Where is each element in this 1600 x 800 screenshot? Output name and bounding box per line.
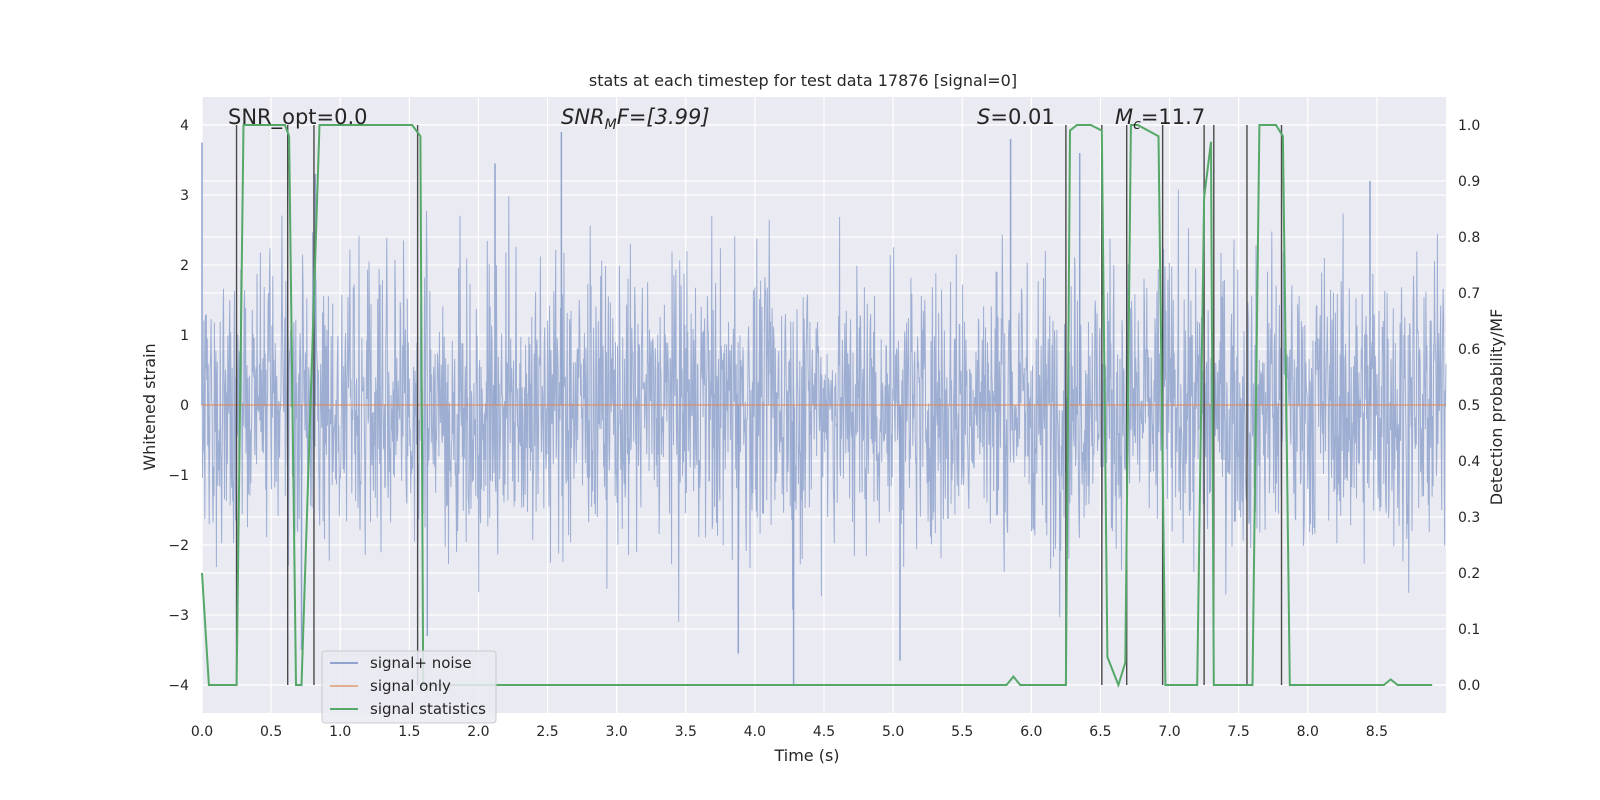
annotation-snr-mf-main: SNR xyxy=(561,105,605,129)
y-tick-label: −4 xyxy=(168,678,189,694)
y-right-tick-label: 0.3 xyxy=(1458,510,1480,526)
y-tick-label: −2 xyxy=(168,538,189,554)
series-signal-statistics xyxy=(201,124,1433,689)
y-right-tick-label: 0.0 xyxy=(1458,678,1480,694)
x-tick-label: 1.0 xyxy=(329,724,351,740)
x-tick-label: 6.0 xyxy=(1020,724,1042,740)
y-axis-label: Whitened strain xyxy=(140,343,159,470)
y-right-axis-ticks: 1.0 0.9 0.8 0.7 0.6 0.5 0.4 0.3 0.2 0.1 0.0 xyxy=(1458,118,1480,694)
y-tick-label: 2 xyxy=(180,258,189,274)
y-right-tick-label: 0.8 xyxy=(1458,230,1480,246)
annotation-snr-opt: SNR_opt=0.0 xyxy=(228,105,368,130)
x-tick-label: 6.5 xyxy=(1089,724,1111,740)
y-right-tick-label: 0.4 xyxy=(1458,454,1480,470)
series-signal-plus-noise xyxy=(201,132,1447,685)
legend: signal+ noise signal only signal statist… xyxy=(321,650,497,724)
x-tick-label: 5.0 xyxy=(882,724,904,740)
legend-label-signal-only: signal only xyxy=(370,677,451,695)
legend-box xyxy=(321,650,497,724)
x-tick-label: 2.0 xyxy=(467,724,489,740)
annotation-mc-sub: c xyxy=(1133,117,1141,133)
annotation-s-rest: =0.01 xyxy=(990,105,1054,129)
x-tick-label: 2.5 xyxy=(536,724,558,740)
y-tick-label: 4 xyxy=(180,118,189,134)
x-tick-label: 4.0 xyxy=(744,724,766,740)
y-right-tick-label: 0.6 xyxy=(1458,342,1480,358)
y-right-tick-label: 1.0 xyxy=(1458,118,1480,134)
y-right-tick-label: 0.9 xyxy=(1458,174,1480,190)
y-tick-label: 0 xyxy=(180,398,189,414)
y-right-axis-label: Detection probability/MF xyxy=(1487,309,1506,506)
y-right-tick-label: 0.1 xyxy=(1458,622,1480,638)
legend-label-signal-plus-noise: signal+ noise xyxy=(370,654,472,672)
y-axis-ticks: 4 3 2 1 0 −1 −2 −3 −4 xyxy=(168,118,189,694)
noise-line xyxy=(201,189,1447,622)
annotation-mc: Mc=11.7 xyxy=(1115,105,1205,133)
y-tick-label: 1 xyxy=(180,328,189,344)
x-tick-label: 7.0 xyxy=(1158,724,1180,740)
legend-label-signal-statistics: signal statistics xyxy=(370,700,486,718)
y-right-tick-label: 0.2 xyxy=(1458,566,1480,582)
annotation-mc-rest: =11.7 xyxy=(1141,105,1205,129)
x-tick-label: 0.0 xyxy=(191,724,213,740)
y-right-tick-label: 0.7 xyxy=(1458,286,1480,302)
annotation-snr-mf-sub: M xyxy=(605,117,617,133)
x-tick-label: 7.5 xyxy=(1228,724,1250,740)
y-tick-label: 3 xyxy=(180,188,189,204)
x-axis-label: Time (s) xyxy=(773,746,839,765)
x-tick-label: 3.0 xyxy=(606,724,628,740)
annotation-s: S=0.01 xyxy=(977,105,1055,129)
x-tick-label: 4.5 xyxy=(813,724,835,740)
x-tick-label: 0.5 xyxy=(260,724,282,740)
annotation-snr-mf-rest: F=[3.99] xyxy=(617,105,710,129)
y-tick-label: −3 xyxy=(168,608,189,624)
signal-statistics-line xyxy=(201,124,1433,689)
x-tick-label: 8.5 xyxy=(1366,724,1388,740)
y-tick-label: −1 xyxy=(168,468,189,484)
x-tick-label: 1.5 xyxy=(398,724,420,740)
x-tick-label: 8.0 xyxy=(1297,724,1319,740)
x-axis-ticks: 0.0 0.5 1.0 1.5 2.0 2.5 3.0 3.5 4.0 4.5 5.0 5.5 6.0 6… xyxy=(191,724,1388,740)
chart-title: stats at each timestep for test data 178… xyxy=(589,71,1017,90)
x-tick-label: 3.5 xyxy=(675,724,697,740)
y-right-tick-label: 0.5 xyxy=(1458,398,1480,414)
x-tick-label: 5.5 xyxy=(951,724,973,740)
annotation-mc-italic: M xyxy=(1115,105,1133,129)
annotation-s-italic: S xyxy=(977,105,990,129)
annotation-snr-mf: SNRMF=[3.99] xyxy=(561,105,710,133)
